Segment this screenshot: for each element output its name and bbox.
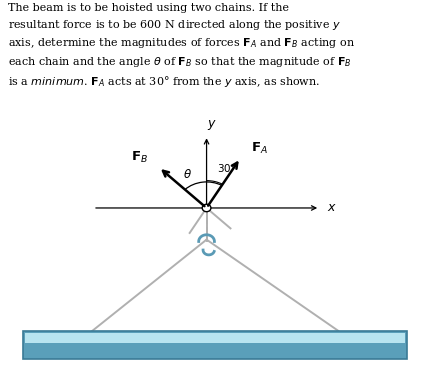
Text: $y$: $y$ xyxy=(207,118,217,132)
Text: $30°$: $30°$ xyxy=(217,162,237,174)
Circle shape xyxy=(202,204,211,212)
Text: $\mathbf{F}_B$: $\mathbf{F}_B$ xyxy=(131,150,148,165)
Bar xyxy=(25,333,405,344)
Text: The beam is to be hoisted using two chains. If the
resultant force is to be 600 : The beam is to be hoisted using two chai… xyxy=(8,3,355,89)
Bar xyxy=(23,331,407,359)
Text: $\theta$: $\theta$ xyxy=(183,168,192,181)
Text: $x$: $x$ xyxy=(326,201,336,214)
Text: $\mathbf{F}_A$: $\mathbf{F}_A$ xyxy=(251,141,268,156)
